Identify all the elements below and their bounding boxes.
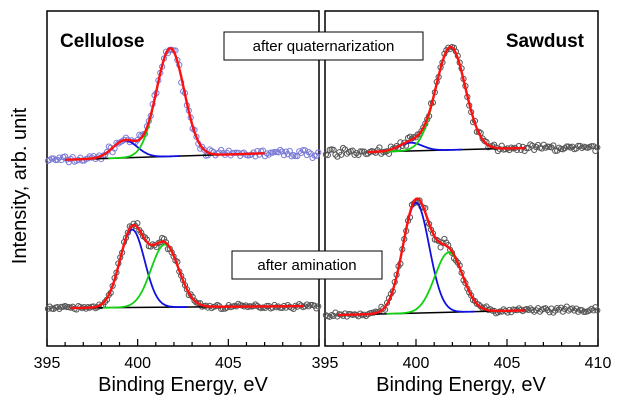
data-point xyxy=(561,145,568,152)
data-point xyxy=(267,149,274,156)
cellulose-x-axis-label: Binding Energy, eV xyxy=(98,374,268,396)
data-point xyxy=(307,301,314,309)
sawdust-panel: 395 400 405 410 xyxy=(312,43,612,372)
data-point xyxy=(527,305,534,312)
data-point xyxy=(338,151,345,158)
fit-envelope-curve xyxy=(70,223,305,310)
x-tick-label: 400 xyxy=(403,355,430,372)
data-point xyxy=(195,300,202,307)
blue-component-curve xyxy=(77,228,188,309)
data-point xyxy=(376,144,383,151)
data-point xyxy=(63,303,71,311)
fit-envelope-curve xyxy=(366,45,525,154)
data-point xyxy=(109,149,116,156)
y-axis-label: Intensity, arb. unit xyxy=(9,107,31,264)
data-point xyxy=(340,144,347,152)
data-point xyxy=(61,153,69,160)
data-point xyxy=(303,301,310,308)
data-point xyxy=(590,307,597,314)
data-point xyxy=(588,305,595,312)
data-point xyxy=(594,144,601,151)
quaternarization-annotation: after quaternarization xyxy=(253,38,395,55)
x-tick-label: 395 xyxy=(312,355,339,372)
data-point xyxy=(277,146,284,154)
data-point xyxy=(550,309,557,316)
data-point xyxy=(271,148,278,156)
data-point xyxy=(292,152,299,160)
data-point xyxy=(218,146,225,154)
data-point xyxy=(592,304,599,311)
data-point xyxy=(563,143,570,150)
data-point xyxy=(548,144,555,151)
x-tick-label: 405 xyxy=(494,355,521,372)
cellulose-panel-frame xyxy=(46,10,320,347)
x-tick-label: 400 xyxy=(124,355,151,372)
data-point xyxy=(580,308,588,316)
sawdust-panel-title: Sawdust xyxy=(506,31,585,52)
data-point xyxy=(54,303,61,311)
amination-annotation: after amination xyxy=(257,257,356,274)
data-point xyxy=(594,307,601,314)
data-point xyxy=(542,305,549,312)
data-point xyxy=(324,151,331,159)
data-point xyxy=(575,308,582,315)
data-point xyxy=(50,155,57,162)
data-point xyxy=(571,307,578,314)
data-point xyxy=(534,305,542,312)
fit-envelope-curve xyxy=(65,47,265,161)
data-point xyxy=(313,152,320,159)
x-tick-label: 405 xyxy=(215,355,242,372)
data-point xyxy=(341,310,349,317)
data-point xyxy=(546,309,553,316)
sawdust-panel-frame xyxy=(324,10,599,347)
data-point xyxy=(416,197,423,204)
data-point xyxy=(357,148,364,155)
data-point xyxy=(588,143,595,150)
data-point xyxy=(315,303,322,310)
cellulose-panel-title: Cellulose xyxy=(60,31,144,52)
data-point xyxy=(353,150,360,157)
sawdust-x-axis-label: Binding Energy, eV xyxy=(376,374,546,396)
data-point xyxy=(48,155,55,162)
data-point xyxy=(573,305,580,312)
data-point xyxy=(552,147,559,154)
cellulose-panel: 395 400 405 xyxy=(34,46,322,372)
data-point xyxy=(280,152,288,159)
data-point xyxy=(529,306,536,314)
data-point xyxy=(286,147,293,155)
data-point xyxy=(330,312,337,319)
data-point xyxy=(315,149,322,156)
data-point xyxy=(279,148,286,155)
data-point xyxy=(435,238,442,245)
data-point xyxy=(200,146,208,153)
fit-envelope-curve xyxy=(337,197,525,317)
data-point xyxy=(326,313,333,320)
data-point xyxy=(351,151,358,158)
x-tick-label: 395 xyxy=(34,355,61,372)
data-point xyxy=(296,148,303,155)
data-point xyxy=(525,306,532,314)
green-component-curve xyxy=(386,251,512,315)
data-point xyxy=(441,235,448,243)
data-point xyxy=(592,147,599,154)
data-point xyxy=(58,303,65,310)
data-point xyxy=(536,308,544,315)
x-tick-label: 410 xyxy=(585,355,612,372)
quaternarization-annotation-box xyxy=(223,31,424,61)
amination-annotation-box xyxy=(231,250,383,280)
data-point xyxy=(355,151,362,159)
data-point xyxy=(578,307,586,314)
data-point xyxy=(58,156,65,164)
data-point xyxy=(576,142,584,150)
data-point xyxy=(550,142,557,149)
green-component-curve xyxy=(384,46,516,153)
